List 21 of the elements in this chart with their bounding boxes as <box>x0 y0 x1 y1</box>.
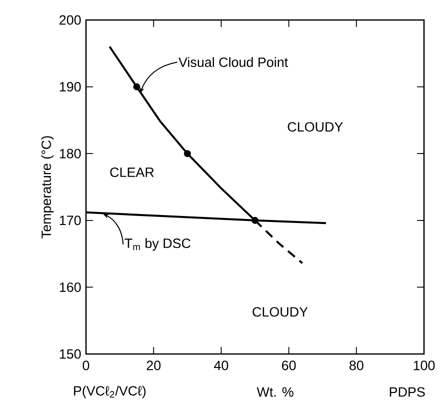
x-tick-label: 20 <box>146 360 161 370</box>
annotation: CLOUDY <box>252 307 308 317</box>
y-tick-label: 150 <box>60 349 81 359</box>
annotation: Visual Cloud Point <box>178 57 288 68</box>
y-tick-label: 160 <box>60 282 81 292</box>
y-tick-label: 190 <box>60 82 81 92</box>
annotation: T$_{m}$ by DSC <box>124 238 190 251</box>
text: P(VCℓ$_{2}$/VCℓ) <box>74 386 146 398</box>
annotation: CLEAR <box>110 168 154 178</box>
annotation: CLOUDY <box>288 122 343 132</box>
x-axis-title: Wt. % <box>256 387 294 397</box>
x-tick-label: 100 <box>414 360 435 370</box>
text: PDPS <box>390 387 425 397</box>
y-axis-title: Temperature (°C) <box>41 136 54 238</box>
x-tick-label: 40 <box>214 360 228 370</box>
x-tick-label: 80 <box>350 360 364 370</box>
x-tick-label: 0 <box>82 360 90 370</box>
y-tick-label: 170 <box>60 216 81 226</box>
x-tick-label: 60 <box>282 360 296 370</box>
y-tick-label: 180 <box>60 148 81 158</box>
y-tick-label: 200 <box>60 15 81 25</box>
